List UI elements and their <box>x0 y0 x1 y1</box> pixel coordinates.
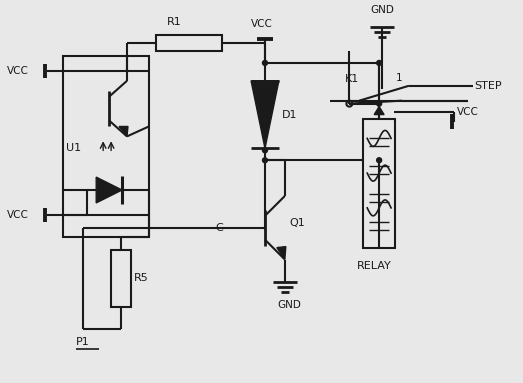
Circle shape <box>263 61 267 65</box>
Bar <box>363 118 395 247</box>
Circle shape <box>377 101 382 106</box>
Text: P1: P1 <box>76 337 90 347</box>
Polygon shape <box>251 81 279 148</box>
Polygon shape <box>374 106 384 115</box>
Circle shape <box>263 158 267 163</box>
Text: D1: D1 <box>282 110 298 119</box>
Text: RELAY: RELAY <box>357 262 392 272</box>
Polygon shape <box>96 177 122 203</box>
Polygon shape <box>277 247 286 260</box>
Text: C: C <box>215 223 223 233</box>
Text: 1: 1 <box>396 73 402 83</box>
Circle shape <box>263 148 267 153</box>
Polygon shape <box>119 126 128 136</box>
Text: VCC: VCC <box>7 66 29 76</box>
Bar <box>63 56 149 237</box>
Circle shape <box>377 158 382 163</box>
Bar <box>156 35 222 51</box>
Text: GND: GND <box>370 5 394 15</box>
Text: GND: GND <box>277 300 301 310</box>
Text: Q1: Q1 <box>290 218 305 228</box>
Text: STEP: STEP <box>474 81 502 91</box>
Text: VCC: VCC <box>7 210 29 220</box>
Bar <box>111 250 131 307</box>
Text: R1: R1 <box>167 17 182 27</box>
Circle shape <box>377 61 382 65</box>
Text: R5: R5 <box>134 273 149 283</box>
Text: VCC: VCC <box>457 106 479 116</box>
Text: K1: K1 <box>344 74 359 84</box>
Text: VCC: VCC <box>251 19 273 29</box>
Text: U1: U1 <box>66 143 82 153</box>
